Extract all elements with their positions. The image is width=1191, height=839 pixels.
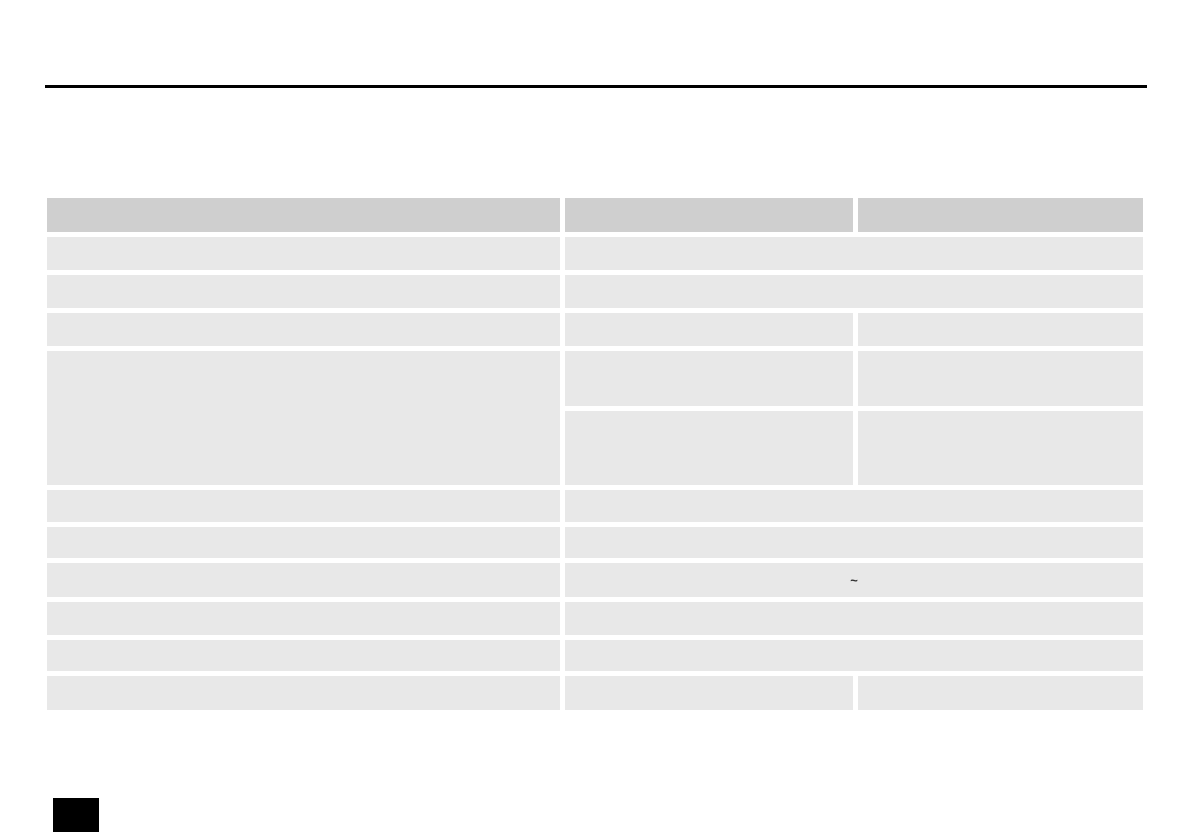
page-number-block (53, 798, 99, 832)
table-row (47, 275, 1143, 308)
table-cell (47, 527, 560, 558)
table-cell (858, 351, 1143, 406)
table-cell-merged (565, 490, 1143, 522)
table-row (47, 313, 1143, 346)
table-row (47, 411, 1143, 485)
table-row (47, 490, 1143, 522)
table-row (47, 640, 1143, 671)
table-cell (858, 676, 1143, 710)
table-cell (47, 676, 560, 710)
header-rule-divider (45, 85, 1147, 88)
table-row (47, 237, 1143, 270)
table-header-cell (565, 198, 853, 232)
table-cell-merged (565, 602, 1143, 635)
table-cell-tall-merged (47, 351, 560, 485)
table-cell-merged (565, 275, 1143, 308)
table-cell-merged (565, 237, 1143, 270)
table-cell (47, 275, 560, 308)
table-cell (47, 563, 560, 597)
table-cell (47, 313, 560, 346)
table-cell (47, 602, 560, 635)
table-cell (565, 676, 853, 710)
table-cell (565, 411, 853, 485)
table-header-cell (47, 198, 560, 232)
table-row (47, 676, 1143, 710)
table-row: ~ (47, 563, 1143, 597)
table-header-row (47, 198, 1143, 232)
table-cell-merged (565, 527, 1143, 558)
table-cell-merged (565, 640, 1143, 671)
table-row (47, 351, 1143, 485)
table-cell (47, 640, 560, 671)
table-header-cell (858, 198, 1143, 232)
table-cell (565, 351, 853, 406)
tilde-cell: ~ (565, 563, 1143, 597)
table-cell (858, 313, 1143, 346)
table-cell (565, 313, 853, 346)
table-cell (47, 237, 560, 270)
table-row (47, 602, 1143, 635)
table-cell (858, 411, 1143, 485)
spec-table: ~ (42, 193, 1148, 715)
table-cell (47, 490, 560, 522)
table-row (47, 527, 1143, 558)
